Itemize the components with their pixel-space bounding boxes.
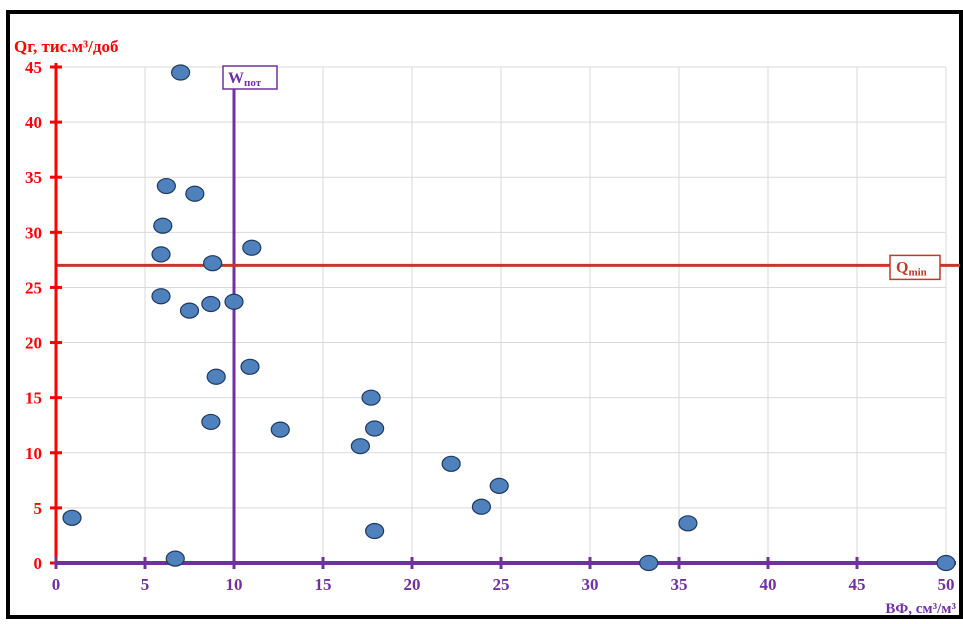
y-tick-label: 10	[25, 444, 42, 463]
chart-border	[6, 10, 963, 619]
reference-label-box-horizontal	[889, 254, 941, 281]
data-point	[242, 239, 262, 256]
axes: 0 5 10 15 20 25 30 35 40 45 0 5 10 15 20 25 30 35 40 45 50	[25, 58, 956, 594]
y-axis-label: Qг, тис.м³/доб	[14, 37, 118, 56]
x-tick-label: 30	[582, 575, 599, 594]
x-tick-label: 35	[671, 575, 688, 594]
x-tick-label: 25	[493, 575, 510, 594]
data-point	[165, 550, 185, 567]
data-point	[151, 288, 171, 305]
data-point	[270, 421, 290, 438]
y-tick-label: 15	[25, 389, 42, 408]
reference-label-box-vertical	[222, 65, 278, 90]
data-points	[62, 64, 956, 572]
y-tick-label: 35	[25, 168, 42, 187]
data-point	[350, 438, 370, 455]
data-point	[471, 498, 492, 515]
data-point	[179, 302, 200, 319]
reference-label-vertical: Wпот	[228, 70, 262, 89]
data-point	[153, 217, 173, 234]
data-point	[151, 246, 171, 263]
x-tick-label: 5	[141, 575, 150, 594]
data-point	[441, 455, 461, 472]
y-tick-label: 5	[34, 499, 43, 518]
y-tick-label: 20	[25, 334, 42, 353]
x-tick-label: 20	[404, 575, 421, 594]
data-point	[639, 554, 659, 572]
y-tick-label: 45	[25, 58, 42, 77]
x-tick-label: 40	[760, 575, 777, 594]
data-point	[185, 185, 205, 202]
data-point	[62, 509, 82, 526]
x-tick-label: 45	[849, 575, 866, 594]
y-tick-label: 0	[34, 554, 43, 573]
data-point	[678, 515, 698, 532]
data-point	[361, 389, 381, 406]
data-point	[365, 522, 385, 540]
data-point	[240, 358, 260, 375]
data-point	[203, 255, 223, 272]
x-tick-label: 10	[226, 575, 243, 594]
y-tick-label: 25	[25, 278, 42, 297]
data-point	[936, 554, 956, 572]
x-tick-label: 15	[315, 575, 332, 594]
y-tick-label: 30	[25, 223, 42, 242]
data-point	[201, 295, 221, 313]
data-point	[224, 293, 244, 310]
data-point	[489, 477, 509, 494]
data-point	[206, 368, 226, 385]
data-point	[156, 177, 176, 195]
data-point	[171, 64, 191, 81]
data-point	[365, 420, 385, 437]
reference-label-horizontal: Qmin	[896, 259, 927, 278]
x-tick-label: 50	[938, 575, 955, 594]
grid-lines	[56, 66, 947, 563]
data-point	[201, 413, 221, 431]
y-tick-label: 40	[25, 113, 42, 132]
x-axis-label: ВФ, см³/м³	[885, 601, 956, 617]
x-tick-label: 0	[52, 575, 61, 594]
